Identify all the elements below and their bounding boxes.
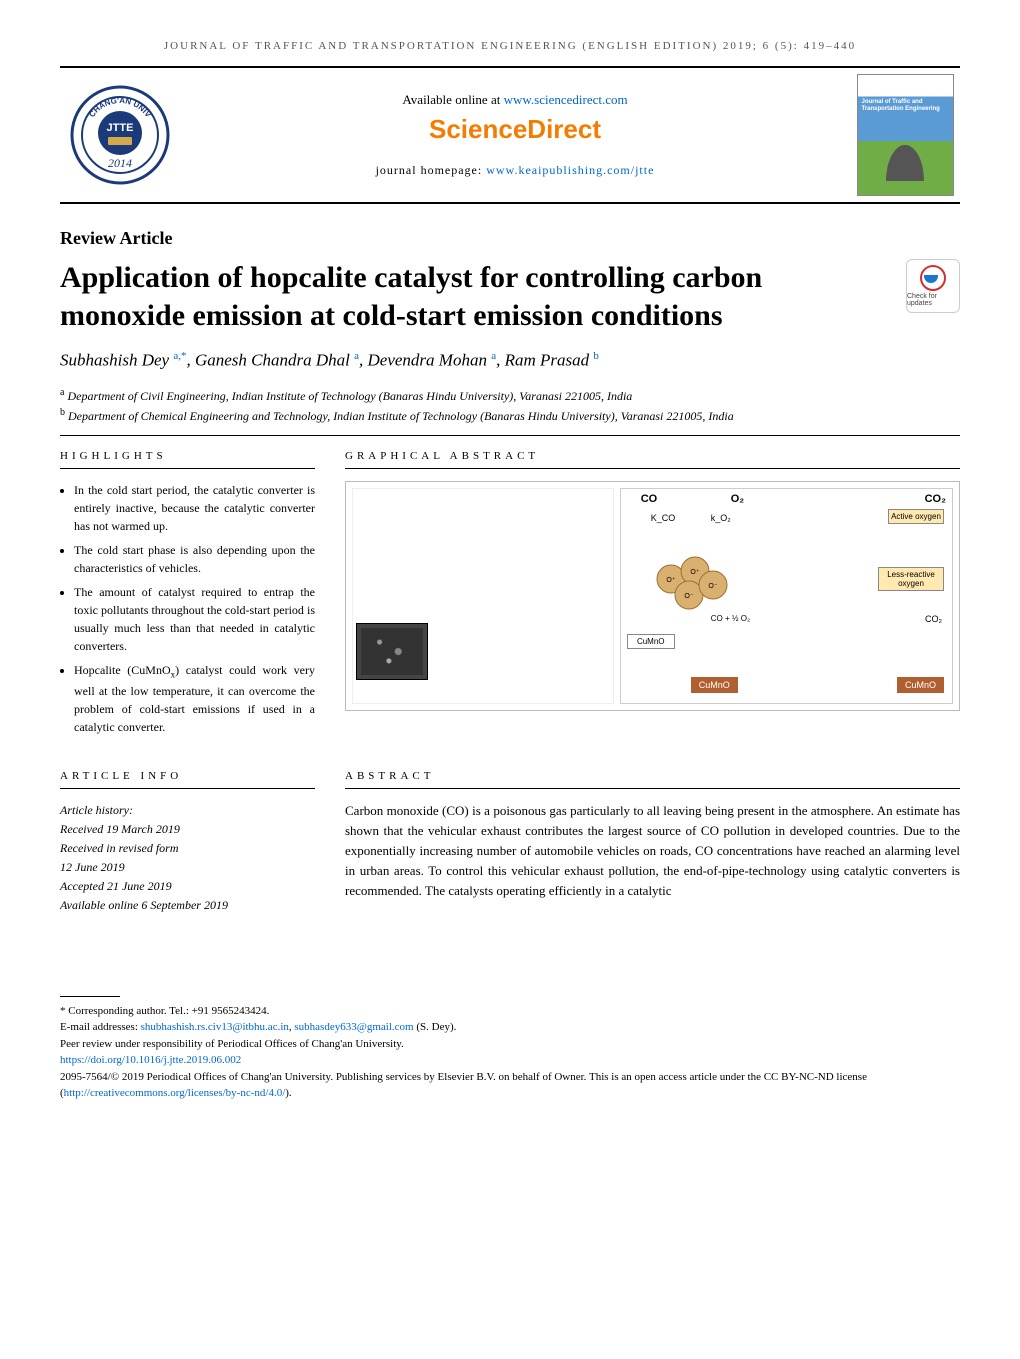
svg-text:JTTE: JTTE (107, 122, 134, 134)
svg-text:O⁻: O⁻ (684, 593, 693, 600)
abstract-text: Carbon monoxide (CO) is a poisonous gas … (345, 801, 960, 902)
sciencedirect-url[interactable]: www.sciencedirect.com (504, 92, 628, 107)
email-suffix: (S. Dey). (414, 1021, 457, 1033)
label-ko2: k_O₂ (711, 513, 731, 523)
highlights-list: In the cold start period, the catalytic … (60, 481, 315, 736)
svg-text:2014: 2014 (108, 156, 132, 170)
substrate-1: CuMnO (691, 677, 738, 693)
accepted-date: Accepted 21 June 2019 (60, 877, 315, 896)
received-date: Received 19 March 2019 (60, 820, 315, 839)
divider (345, 788, 960, 789)
history-label: Article history: (60, 801, 315, 820)
graphical-abstract: 123456789 CO O₂ CO₂ K_CO k_O₂ Active oxy… (345, 481, 960, 711)
journal-cover-cell: Journal of Traffic and Transportation En… (850, 74, 960, 196)
copyright-line: 2095-7564/© 2019 Periodical Offices of C… (60, 1069, 960, 1102)
divider (60, 788, 315, 789)
highlight-item: Hopcalite (CuMnOx) catalyst could work v… (74, 661, 315, 736)
copyright-suffix: ). (285, 1087, 291, 1099)
available-online-line: Available online at www.sciencedirect.co… (190, 92, 840, 108)
running-head: JOURNAL OF TRAFFIC AND TRANSPORTATION EN… (60, 40, 960, 52)
label-o2: O₂ (731, 493, 744, 505)
cumno-label-box: CuMnO (627, 634, 675, 649)
divider (60, 468, 315, 469)
crossmark-label: Check for updates (907, 293, 959, 307)
revised-form-label: Received in revised form (60, 839, 315, 858)
graphical-abstract-head: GRAPHICAL ABSTRACT (345, 450, 960, 462)
article-info-block: Article history: Received 19 March 2019 … (60, 801, 315, 916)
highlight-item: The amount of catalyst required to entra… (74, 583, 315, 655)
university-logo-cell: CHANG'AN UNIV JTTE 2014 (60, 85, 180, 185)
online-date: Available online 6 September 2019 (60, 896, 315, 915)
label-co2: CO₂ (925, 493, 946, 505)
affiliation-b: b Department of Chemical Engineering and… (60, 405, 960, 425)
journal-cover-thumb: Journal of Traffic and Transportation En… (857, 74, 954, 196)
journal-homepage-url[interactable]: www.keaipublishing.com/jtte (486, 163, 654, 177)
highlight-item: The cold start phase is also depending u… (74, 541, 315, 577)
article-type: Review Article (60, 228, 960, 249)
available-prefix: Available online at (402, 92, 503, 107)
corresponding-author: * Corresponding author. Tel.: +91 956524… (60, 1003, 960, 1020)
highlight-item: In the cold start period, the catalytic … (74, 481, 315, 535)
substrate-2: CuMnO (897, 677, 944, 693)
homepage-prefix: journal homepage: (376, 163, 487, 177)
revised-date: 12 June 2019 (60, 858, 315, 877)
cc-license-url[interactable]: http://creativecommons.org/licenses/by-n… (64, 1087, 286, 1099)
article-info-head: ARTICLE INFO (60, 770, 315, 782)
divider (60, 435, 960, 436)
less-reactive-box: Less-reactive oxygen (878, 567, 944, 591)
sem-micrograph (356, 623, 428, 680)
footnotes-block: * Corresponding author. Tel.: +91 956524… (60, 996, 960, 1102)
email-prefix: E-mail addresses: (60, 1021, 141, 1033)
article-title: Application of hopcalite catalyst for co… (60, 259, 886, 334)
authors-line: Subhashish Dey a,*, Ganesh Chandra Dhal … (60, 350, 960, 371)
abstract-head: ABSTRACT (345, 770, 960, 782)
affiliations-block: a Department of Civil Engineering, India… (60, 385, 960, 425)
active-oxygen-box: Active oxygen (888, 509, 944, 524)
cumno-cluster-graphic: O⁺ O⁺ O⁻ O⁻ (631, 529, 771, 629)
header-center: Available online at www.sciencedirect.co… (190, 92, 840, 178)
affiliation-a: a Department of Civil Engineering, India… (60, 385, 960, 405)
ga-mechanism-panel: CO O₂ CO₂ K_CO k_O₂ Active oxygen Less-r… (620, 488, 953, 704)
crossmark-icon (920, 265, 946, 291)
journal-header-bar: CHANG'AN UNIV JTTE 2014 Available online… (60, 66, 960, 204)
svg-text:O⁺: O⁺ (666, 577, 675, 584)
email-2[interactable]: subhasdey633@gmail.com (294, 1021, 413, 1033)
label-kco: K_CO (651, 513, 676, 523)
changan-jtte-logo: CHANG'AN UNIV JTTE 2014 (70, 85, 170, 185)
highlights-head: HIGHLIGHTS (60, 450, 315, 462)
svg-text:O⁻: O⁻ (708, 583, 717, 590)
email-1[interactable]: shubhashish.rs.civ13@itbhu.ac.in (141, 1021, 289, 1033)
cover-title: Journal of Traffic and Transportation En… (862, 99, 953, 112)
cover-road-graphic (886, 145, 924, 181)
journal-homepage-line: journal homepage: www.keaipublishing.com… (190, 163, 840, 178)
peer-review-line: Peer review under responsibility of Peri… (60, 1036, 960, 1053)
doi-link[interactable]: https://doi.org/10.1016/j.jtte.2019.06.0… (60, 1054, 241, 1066)
email-line: E-mail addresses: shubhashish.rs.civ13@i… (60, 1019, 960, 1036)
sciencedirect-brand: ScienceDirect (190, 114, 840, 145)
label-co2-right: CO₂ (925, 614, 942, 624)
crossmark-badge[interactable]: Check for updates (906, 259, 960, 313)
svg-text:O⁺: O⁺ (690, 569, 699, 576)
label-co: CO (641, 493, 658, 505)
divider (345, 468, 960, 469)
footnote-rule (60, 996, 120, 997)
ga-spectrum-panel: 123456789 (352, 488, 614, 704)
